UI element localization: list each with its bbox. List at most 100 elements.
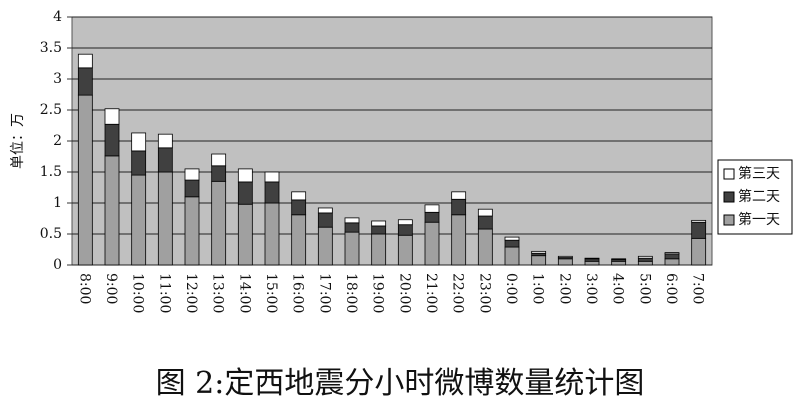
bar-segment	[131, 174, 147, 266]
bar-segment	[424, 211, 440, 223]
bar-segment	[104, 155, 120, 266]
bar-segment	[157, 147, 173, 173]
x-tick-label: 20:00	[396, 273, 412, 313]
bar-segment	[664, 253, 680, 260]
x-tick-label: 6:00	[663, 273, 679, 304]
bar-segment	[611, 260, 627, 266]
x-tick-label: 2:00	[556, 273, 572, 304]
y-tick-label: 2.5	[40, 102, 62, 118]
bar-segment	[477, 228, 493, 266]
bar-segment	[664, 252, 680, 255]
bar-segment	[504, 239, 520, 248]
y-tick-label: 2	[53, 133, 62, 149]
bar-segment	[371, 233, 387, 266]
x-tick-label: 8:00	[76, 273, 92, 304]
bar-segment	[104, 108, 120, 125]
bar-segment	[691, 221, 707, 239]
bar-segment	[77, 67, 93, 96]
x-tick-label: 21:00	[423, 273, 439, 313]
legend-label: 第三天	[738, 165, 780, 182]
x-tick-label: 17:00	[316, 273, 332, 313]
x-tick-label: 4:00	[610, 273, 626, 304]
bar-segment	[637, 257, 653, 262]
bar-segment	[237, 203, 253, 266]
bar-segment	[131, 132, 147, 152]
bar-segment	[611, 258, 627, 260]
x-tick-label: 19:00	[370, 273, 386, 313]
bar-segment	[424, 221, 440, 266]
x-tick-label: 15:00	[263, 273, 279, 313]
x-tick-label: 1:00	[530, 273, 546, 304]
bar-segment	[557, 255, 573, 258]
bar-segment	[264, 171, 280, 183]
y-tick-label: 1.5	[40, 164, 62, 180]
bar-segment	[264, 181, 280, 204]
bar-segment	[531, 250, 547, 254]
y-tick-label: 4	[53, 9, 62, 25]
x-tick-label: 22:00	[450, 273, 466, 313]
x-tick-label: 18:00	[343, 273, 359, 313]
bar-segment	[451, 198, 467, 216]
x-tick-label: 13:00	[210, 273, 226, 313]
bar-segment	[291, 199, 307, 216]
bar-segment	[264, 202, 280, 266]
x-tick-label: 10:00	[130, 273, 146, 313]
bar-segment	[211, 180, 227, 266]
bar-segment	[397, 219, 413, 226]
y-tick-label: 1	[53, 195, 62, 211]
bar-segment	[397, 224, 413, 236]
bar-segment	[211, 153, 227, 167]
legend-swatch	[723, 191, 735, 203]
bar-segment	[397, 234, 413, 266]
bar-segment	[291, 214, 307, 266]
legend-label: 第二天	[738, 188, 780, 205]
bar-segment	[131, 150, 147, 176]
x-tick-label: 0:00	[503, 273, 519, 304]
bar-segment	[344, 231, 360, 266]
bar-segment	[211, 165, 227, 182]
bar-segment	[584, 257, 600, 260]
x-tick-label: 3:00	[583, 273, 599, 304]
y-tick-label: 3	[53, 71, 62, 87]
bar-segment	[317, 212, 333, 228]
bar-segment	[451, 214, 467, 266]
x-tick-label: 11:00	[156, 273, 172, 313]
x-tick-label: 23:00	[476, 273, 492, 313]
y-tick-label: 0	[53, 257, 62, 273]
bar-segment	[477, 208, 493, 217]
x-tick-label: 9:00	[103, 273, 119, 304]
bar-segment	[317, 207, 333, 214]
bar-segment	[451, 191, 467, 200]
chart-title: 图 2:定西地震分小时微博数量统计图	[156, 366, 645, 401]
bar-segment	[691, 237, 707, 266]
legend-label: 第一天	[738, 211, 780, 228]
bar-segment	[424, 204, 440, 213]
bar-segment	[371, 220, 387, 227]
y-tick-label: 0.5	[40, 226, 62, 242]
bar-segment	[531, 255, 547, 266]
bar-segment	[557, 258, 573, 266]
bar-segment	[477, 215, 493, 230]
x-tick-label: 16:00	[290, 273, 306, 313]
x-tick-label: 12:00	[183, 273, 199, 313]
bar-segment	[584, 260, 600, 266]
bar-segment	[691, 219, 707, 223]
bar-segment	[344, 217, 360, 224]
bar-segment	[664, 258, 680, 266]
bar-segment	[184, 196, 200, 266]
bar-segment	[371, 225, 387, 235]
bar-segment	[344, 222, 360, 233]
x-tick-label: 7:00	[690, 273, 706, 304]
x-tick-label: 5:00	[636, 273, 652, 304]
bar-segment	[104, 123, 120, 157]
bar-segment	[637, 260, 653, 266]
bar-segment	[237, 181, 253, 205]
bar-segment	[184, 179, 200, 198]
x-tick-label: 14:00	[236, 273, 252, 313]
bar-segment	[157, 171, 173, 266]
bar-segment	[504, 236, 520, 241]
y-tick-label: 3.5	[40, 40, 62, 56]
y-axis-label: 单位：万	[10, 113, 26, 169]
bar-segment	[504, 246, 520, 266]
